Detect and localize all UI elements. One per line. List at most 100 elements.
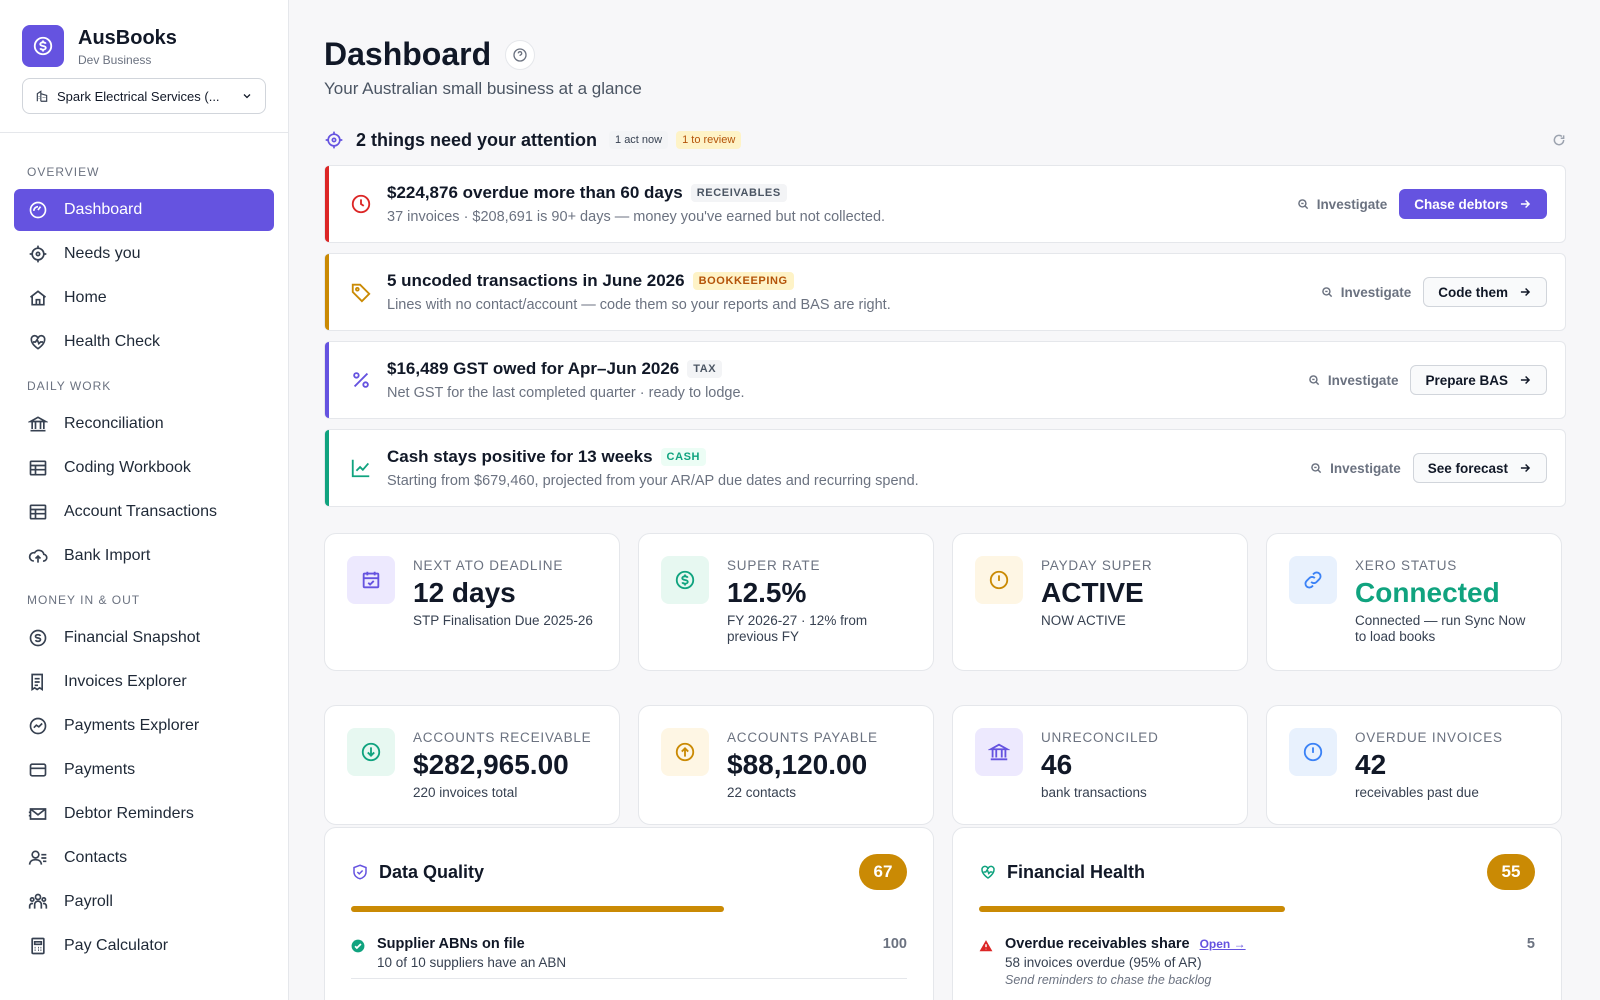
clock-icon [351, 194, 371, 214]
attention-title: 2 things need your attention [356, 129, 598, 150]
building-icon [36, 90, 48, 102]
help-button[interactable] [505, 39, 536, 70]
row-score: 5 [1526, 936, 1535, 952]
sidebar-item-account-transactions[interactable]: Account Transactions [14, 491, 274, 533]
panel-title: Financial Health [1007, 861, 1146, 882]
alert-gst-owed: $16,489 GST owed for Apr–Jun 2026 TAX Ne… [324, 341, 1566, 419]
stat-value: 12 days [413, 577, 516, 608]
sidebar-item-financial-snapshot[interactable]: Financial Snapshot [14, 617, 274, 659]
sidebar-item-bank-import[interactable]: Bank Import [14, 535, 274, 577]
sidebar-item-payroll[interactable]: Payroll [14, 881, 274, 923]
tag-icon [351, 283, 371, 303]
alert-severity-bar [325, 342, 329, 418]
open-link[interactable]: Open → [1199, 937, 1246, 951]
app-logo-icon [22, 25, 64, 67]
stat-card-super-rate[interactable]: SUPER RATE 12.5% FY 2026-27 · 12% from p… [638, 533, 934, 671]
sidebar-item-label: Financial Snapshot [64, 629, 201, 646]
arrow-right-icon [1520, 287, 1531, 297]
stat-subtext: receivables past due [1355, 785, 1479, 800]
score-panels: Data Quality 67 Supplier ABNs on file 10… [324, 827, 1566, 1000]
code-them-button[interactable]: Code them [1423, 277, 1547, 307]
progress-fill [979, 906, 1285, 912]
sidebar-item-label: Account Transactions [64, 503, 217, 520]
stat-card-unreconciled[interactable]: UNRECONCILED 46 bank transactions [952, 705, 1248, 825]
stat-card-ato-deadline[interactable]: NEXT ATO DEADLINE 12 days STP Finalisati… [324, 533, 620, 671]
sidebar-item-health-check[interactable]: Health Check [14, 321, 274, 363]
nav-section-daily-work: DAILY WORK [27, 379, 112, 393]
alert-title: Cash stays positive for 13 weeks [387, 447, 653, 466]
panel-title: Data Quality [379, 861, 485, 882]
gauge-icon [29, 201, 47, 219]
stat-card-xero-status[interactable]: XERO STATUS Connected Connected — run Sy… [1266, 533, 1562, 671]
stat-subtext: bank transactions [1041, 785, 1147, 800]
investigate-label: Investigate [1327, 372, 1399, 388]
sidebar-item-label: Reconciliation [64, 415, 164, 432]
investigate-link[interactable]: Investigate [1296, 197, 1387, 212]
alert-cash-forecast: Cash stays positive for 13 weeks CASH St… [324, 429, 1566, 507]
button-label: Prepare BAS [1425, 372, 1508, 388]
refresh-icon [1553, 134, 1565, 146]
sidebar-item-payments[interactable]: Payments [14, 749, 274, 791]
stat-label: XERO STATUS [1355, 558, 1458, 573]
progress-fill [351, 906, 724, 912]
search-icon [1309, 375, 1320, 386]
organisation-select[interactable]: Spark Electrical Services (... [22, 78, 266, 114]
stat-card-accounts-receivable[interactable]: ACCOUNTS RECEIVABLE $282,965.00 220 invo… [324, 705, 620, 825]
crosshair-icon [29, 245, 47, 263]
arrow-down-circle-icon [361, 742, 381, 762]
sidebar-item-payments-explorer[interactable]: Payments Explorer [14, 705, 274, 747]
investigate-label: Investigate [1330, 460, 1401, 476]
quality-check-row[interactable]: Supplier ABNs on file 10 of 10 suppliers… [351, 936, 907, 970]
chevron-down-icon [243, 94, 251, 99]
table-icon [29, 504, 47, 520]
sidebar-item-label: Health Check [64, 333, 161, 350]
act-now-chip: 1 act now [609, 131, 669, 149]
stat-card-payday-super[interactable]: PAYDAY SUPER ACTIVE NOW ACTIVE [952, 533, 1248, 671]
arrow-right-icon [1520, 463, 1531, 473]
sidebar-item-coding-workbook[interactable]: Coding Workbook [14, 447, 274, 489]
main-content: Dashboard Your Australian small business… [290, 0, 1600, 1000]
investigate-link[interactable]: Investigate [1307, 372, 1399, 388]
stat-cards-finance: ACCOUNTS RECEIVABLE $282,965.00 220 invo… [324, 705, 1566, 825]
nav-section-money: MONEY IN & OUT [27, 593, 141, 607]
stat-card-accounts-payable[interactable]: ACCOUNTS PAYABLE $88,120.00 22 contacts [638, 705, 934, 825]
stat-card-overdue-invoices[interactable]: OVERDUE INVOICES 42 receivables past due [1266, 705, 1562, 825]
sidebar-item-contacts[interactable]: Contacts [14, 837, 274, 879]
alert-circle-icon [1303, 742, 1323, 762]
sidebar-item-pay-calculator[interactable]: Pay Calculator [14, 925, 274, 967]
data-quality-panel: Data Quality 67 Supplier ABNs on file 10… [324, 827, 934, 1000]
see-forecast-button[interactable]: See forecast [1412, 453, 1547, 483]
score-progress-bar [979, 906, 1535, 912]
investigate-link[interactable]: Investigate [1309, 461, 1401, 476]
bank-icon [28, 416, 48, 432]
financial-health-panel: Financial Health 55 Overdue receivables … [952, 827, 1562, 1000]
arrow-right-icon [1520, 199, 1531, 209]
stat-subtext: Connected — run Sync Now to load books [1355, 613, 1526, 644]
health-check-row[interactable]: Overdue receivables share Open → 58 invo… [979, 936, 1535, 987]
alert-tag: TAX [687, 360, 723, 378]
stat-cards-compliance: NEXT ATO DEADLINE 12 days STP Finalisati… [324, 533, 1566, 671]
refresh-button[interactable] [1552, 133, 1566, 147]
page-title: Dashboard [324, 36, 492, 72]
brand: AusBooks Dev Business [0, 0, 288, 68]
sidebar-item-reconciliation[interactable]: Reconciliation [14, 403, 274, 445]
sidebar-item-home[interactable]: Home [14, 277, 274, 319]
stat-label: SUPER RATE [727, 558, 821, 573]
sidebar-item-debtor-reminders[interactable]: Debtor Reminders [14, 793, 274, 835]
stat-subtext: STP Finalisation Due 2025-26 [413, 613, 593, 628]
arrow-up-circle-icon [675, 742, 695, 762]
sidebar-item-dashboard[interactable]: Dashboard [14, 189, 274, 231]
alert-overdue-receivables: $224,876 overdue more than 60 days RECEI… [324, 165, 1566, 243]
button-label: See forecast [1427, 460, 1508, 476]
investigate-link[interactable]: Investigate [1320, 285, 1411, 300]
alert-description: Net GST for the last completed quarter ·… [387, 385, 745, 401]
app-subtitle: Dev Business [78, 52, 152, 67]
crosshair-icon [325, 131, 343, 149]
heart-pulse-icon [30, 334, 46, 350]
sidebar-item-invoices-explorer[interactable]: Invoices Explorer [14, 661, 274, 703]
score-badge: 55 [1487, 854, 1535, 890]
sidebar-item-needs-you[interactable]: Needs you [14, 233, 274, 275]
prepare-bas-button[interactable]: Prepare BAS [1410, 365, 1547, 395]
button-label: Code them [1438, 284, 1508, 300]
chase-debtors-button[interactable]: Chase debtors [1399, 189, 1547, 219]
